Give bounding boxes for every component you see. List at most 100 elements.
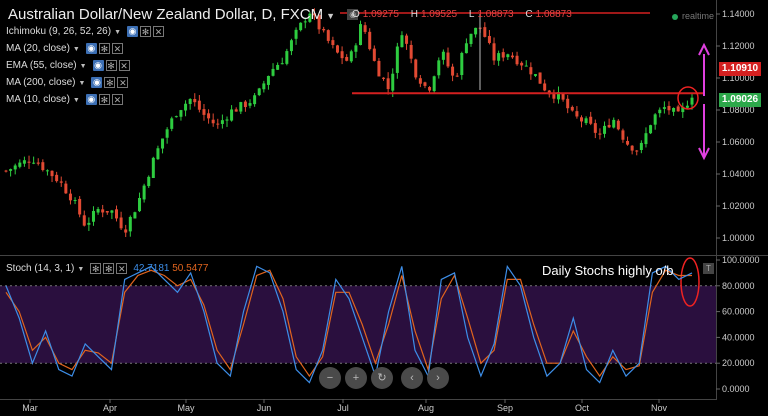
gear-icon[interactable]: ✻ bbox=[104, 76, 116, 88]
close-icon[interactable]: ✕ bbox=[116, 263, 128, 274]
close-icon[interactable]: ✕ bbox=[117, 76, 129, 88]
candle-body bbox=[91, 211, 95, 222]
close-icon[interactable]: ✕ bbox=[111, 93, 123, 105]
candle-body bbox=[165, 129, 169, 138]
chevron-down-icon[interactable]: ▼ bbox=[72, 46, 80, 53]
candle-body bbox=[653, 114, 657, 125]
candle-body bbox=[474, 27, 478, 35]
x-tick-label: Aug bbox=[418, 403, 434, 413]
close-icon[interactable]: ✕ bbox=[153, 25, 164, 37]
gear-icon[interactable]: ✻ bbox=[98, 93, 110, 105]
close-label: C bbox=[525, 9, 533, 20]
scroll-left-icon[interactable]: ‹ bbox=[401, 367, 423, 389]
stoch-label: Stoch (14, 3, 1) bbox=[6, 263, 75, 275]
candle-body bbox=[59, 181, 63, 183]
highlight-circle-stoch bbox=[680, 257, 700, 307]
candle-body bbox=[649, 125, 653, 134]
indicator-ma10[interactable]: MA (10, close) ▼ ◉ ✻ ✕ bbox=[6, 93, 123, 107]
candle-body bbox=[662, 107, 666, 109]
candle-body bbox=[9, 169, 13, 171]
candle-body bbox=[690, 97, 694, 105]
scroll-right-icon[interactable]: › bbox=[427, 367, 449, 389]
stoch-k-value: 42.7181 bbox=[133, 263, 170, 275]
stoch-y-tick-label: 80.0000 bbox=[722, 281, 755, 291]
candle-body bbox=[22, 160, 26, 164]
candle-body bbox=[211, 119, 215, 124]
eye-icon[interactable]: ◉ bbox=[91, 76, 103, 88]
candle-body bbox=[285, 51, 289, 64]
candle-body bbox=[612, 119, 616, 128]
candle-body bbox=[593, 123, 597, 133]
candle-body bbox=[303, 21, 307, 23]
x-tick-label: Sep bbox=[497, 403, 513, 413]
zoom-in-icon[interactable]: + bbox=[345, 367, 367, 389]
gear-icon[interactable]: ✻ bbox=[98, 42, 110, 54]
x-tick-label: Apr bbox=[103, 403, 117, 413]
indicator-ma200[interactable]: MA (200, close) ▼ ◉ ✻ ✕ bbox=[6, 76, 129, 90]
chevron-down-icon[interactable]: ▼ bbox=[114, 29, 121, 36]
indicator-ichimoku[interactable]: Ichimoku (9, 26, 52, 26) ▼ ◉ ✻ ✕ bbox=[6, 25, 164, 39]
candle-body bbox=[672, 108, 676, 112]
candle-body bbox=[170, 118, 174, 129]
candle-body bbox=[621, 130, 625, 140]
candle-body bbox=[87, 222, 91, 225]
candle-body bbox=[243, 101, 247, 108]
y-tick-label: 1.10000 bbox=[722, 73, 755, 83]
chevron-down-icon[interactable]: ▼ bbox=[78, 80, 86, 87]
candle-body bbox=[114, 209, 118, 219]
y-tick-label: 1.02000 bbox=[722, 201, 755, 211]
ohlc-readout: O 1.09275 H 1.09525 L 1.08873 C 1.08873 bbox=[352, 9, 581, 20]
candle-body bbox=[635, 150, 639, 152]
realtime-indicator: realtime bbox=[672, 11, 714, 21]
live-dot-icon bbox=[672, 13, 678, 20]
pane-menu-icon[interactable]: T bbox=[703, 263, 714, 274]
gear-icon[interactable]: ✻ bbox=[90, 263, 102, 274]
stoch-y-tick-label: 40.0000 bbox=[722, 332, 755, 342]
stoch-y-tick-label: 0.0000 bbox=[722, 384, 750, 394]
gear-icon[interactable]: ✻ bbox=[103, 263, 115, 274]
eye-icon[interactable]: ◉ bbox=[127, 25, 138, 37]
candle-body bbox=[372, 48, 376, 61]
gear-icon[interactable]: ✻ bbox=[140, 25, 151, 37]
eye-icon[interactable]: ◉ bbox=[85, 42, 97, 54]
candle-body bbox=[253, 95, 257, 105]
zoom-out-icon[interactable]: − bbox=[319, 367, 341, 389]
candle-body bbox=[18, 162, 22, 167]
candle-body bbox=[529, 67, 533, 75]
eye-icon[interactable]: ◉ bbox=[85, 93, 97, 105]
close-icon[interactable]: ✕ bbox=[111, 42, 123, 54]
candle-body bbox=[340, 51, 344, 59]
candle-body bbox=[543, 83, 547, 91]
candle-body bbox=[363, 25, 367, 32]
gear-icon[interactable]: ✻ bbox=[105, 59, 117, 71]
reset-icon[interactable]: ↻ bbox=[371, 367, 393, 389]
chevron-down-icon[interactable]: ▼ bbox=[326, 11, 336, 21]
candle-body bbox=[487, 35, 491, 43]
chevron-down-icon[interactable]: ▼ bbox=[77, 266, 85, 274]
low-label: L bbox=[468, 9, 475, 20]
price-tag-current: 1.09026 bbox=[719, 93, 761, 107]
candle-body bbox=[552, 94, 556, 99]
chevron-down-icon[interactable]: ▼ bbox=[72, 97, 80, 104]
candle-body bbox=[676, 106, 680, 112]
candle-body bbox=[225, 119, 229, 121]
eye-icon[interactable]: ◉ bbox=[347, 9, 359, 20]
candle-body bbox=[322, 28, 326, 31]
chart-title-bar[interactable]: Australian Dollar/New Zealand Dollar, D,… bbox=[8, 6, 359, 23]
candle-body bbox=[626, 141, 630, 145]
chevron-down-icon[interactable]: ▼ bbox=[79, 63, 87, 70]
eye-icon[interactable]: ◉ bbox=[92, 59, 104, 71]
candle-body bbox=[335, 45, 339, 53]
stoch-header[interactable]: Stoch (14, 3, 1) ▼ ✻ ✻ ✕ 42.7181 50.5477 bbox=[6, 263, 208, 274]
candle-body bbox=[349, 51, 353, 62]
y-tick-label: 1.04000 bbox=[722, 169, 755, 179]
candle-body bbox=[68, 193, 72, 201]
indicator-ema55[interactable]: EMA (55, close) ▼ ◉ ✻ ✕ bbox=[6, 59, 130, 73]
close-icon[interactable]: ✕ bbox=[118, 59, 130, 71]
candle-body bbox=[257, 88, 261, 96]
indicator-ma20[interactable]: MA (20, close) ▼ ◉ ✻ ✕ bbox=[6, 42, 123, 56]
realtime-label: realtime bbox=[682, 11, 715, 21]
candle-body bbox=[501, 52, 505, 58]
